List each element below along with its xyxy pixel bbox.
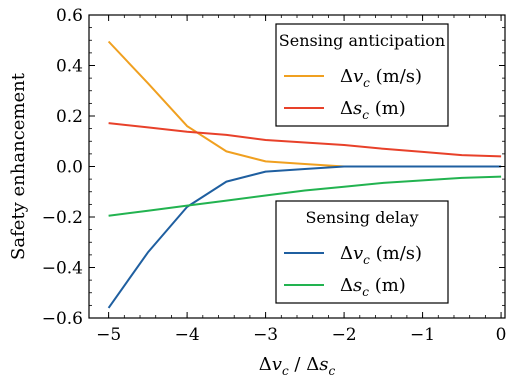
y-tick-label: 0.0 <box>56 158 83 178</box>
legend-0: Sensing anticipation Δvc (m/s) Δsc (m) <box>275 23 449 127</box>
y-tick-label: 0.6 <box>56 6 83 26</box>
plot-lines <box>107 40 502 309</box>
legend-entry-label: Δvc (m/s) <box>340 243 422 267</box>
legend-1: Sensing delay Δvc (m/s) Δsc (m) <box>275 200 449 304</box>
x-tick-label: −2 <box>332 325 357 345</box>
y-tick-label: −0.4 <box>42 259 83 279</box>
legend-entry-label: Δsc (m) <box>340 98 406 122</box>
y-tick-label: 0.4 <box>56 57 83 77</box>
series-line-1 <box>108 122 502 158</box>
y-tick-label: 0.2 <box>56 107 83 127</box>
legend-title: Sensing anticipation <box>279 31 445 50</box>
legend-entry-label: Δvc (m/s) <box>340 66 422 90</box>
legend-title: Sensing delay <box>305 208 418 227</box>
legend-entry-label: Δsc (m) <box>340 275 406 299</box>
y-axis-label: Safety enhancement <box>8 72 29 260</box>
x-tick-label: −3 <box>253 325 278 345</box>
y-tick-label: −0.2 <box>42 208 83 228</box>
x-tick-label: −1 <box>410 325 435 345</box>
series-line-3 <box>108 175 502 217</box>
axis-ticks: −5 −4 −3 −2 −1 0 −0.6 −0.4 −0.2 0.0 0.2 0.4 0.6 <box>42 6 507 345</box>
x-tick-label: −5 <box>96 325 121 345</box>
x-tick-label: 0 <box>496 325 507 345</box>
x-tick-label: −4 <box>175 325 200 345</box>
x-axis-label: Δvc / Δsc <box>259 354 336 378</box>
y-tick-label: −0.6 <box>42 309 83 329</box>
series-line-2 <box>107 165 502 309</box>
